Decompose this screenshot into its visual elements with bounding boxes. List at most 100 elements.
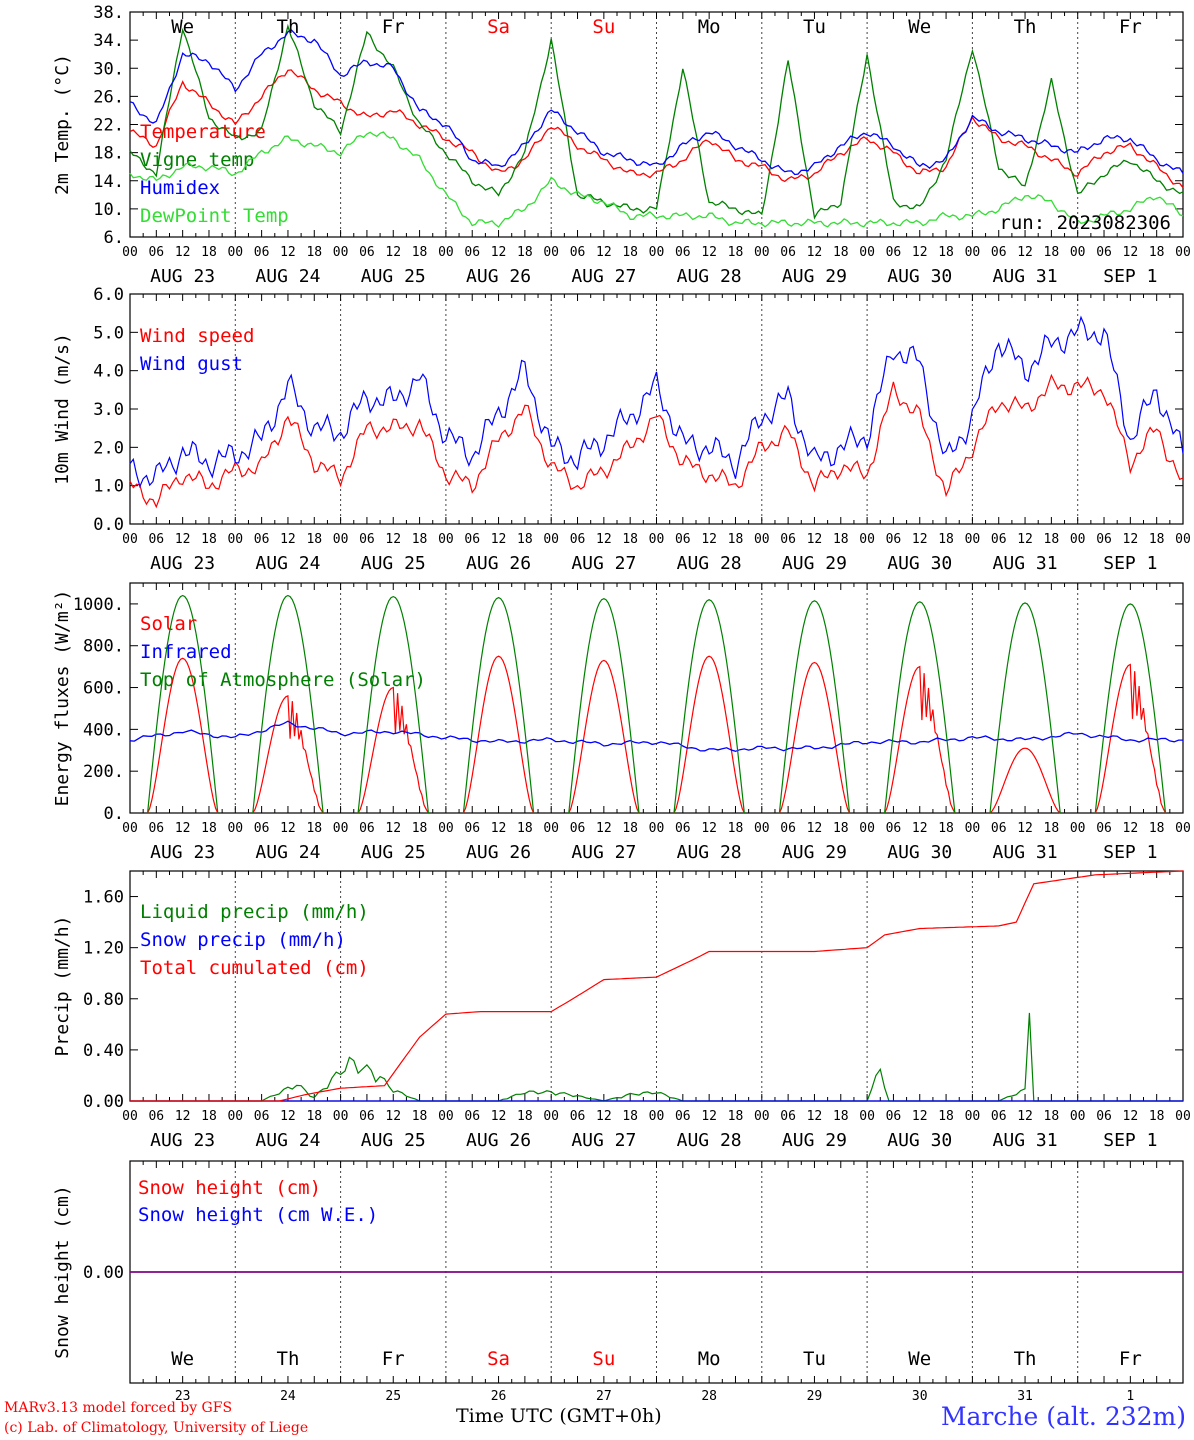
- hour-tick-label: 06: [780, 245, 796, 260]
- hour-tick-label: 12: [807, 821, 823, 836]
- date-label: AUG 25: [361, 842, 426, 863]
- hour-tick-label: 06: [464, 821, 480, 836]
- hour-tick-label: 00: [965, 1109, 981, 1124]
- hour-tick-label: 12: [1123, 821, 1139, 836]
- date-number: 26: [491, 1389, 507, 1404]
- toa-solar-curve: [884, 601, 956, 814]
- hour-tick-label: 06: [1096, 245, 1112, 260]
- day-name-top: Tu: [803, 16, 826, 38]
- date-label: AUG 29: [782, 842, 847, 863]
- hour-tick-label: 18: [728, 1109, 744, 1124]
- hour-tick-label: 00: [754, 532, 770, 547]
- hour-tick-label: 00: [122, 532, 138, 547]
- hour-tick-label: 06: [464, 1109, 480, 1124]
- hour-tick-label: 12: [491, 245, 507, 260]
- y-tick-label: 34.: [93, 31, 124, 51]
- credit-line-1: MARv3.13 model forced by GFS: [4, 1400, 233, 1416]
- hour-tick-label: 18: [938, 532, 954, 547]
- hour-tick-label: 18: [306, 821, 322, 836]
- hour-tick-label: 06: [570, 532, 586, 547]
- hour-tick-label: 06: [886, 1109, 902, 1124]
- solar-curve: [462, 655, 535, 814]
- hour-tick-label: 00: [1070, 532, 1086, 547]
- hour-tick-label: 18: [306, 1109, 322, 1124]
- y-tick-label: 26.: [93, 87, 124, 107]
- hour-tick-label: 06: [464, 245, 480, 260]
- toa-solar-curve: [778, 600, 851, 814]
- legend-temperature: Temperature: [140, 121, 266, 143]
- day-name-bottom: Su: [592, 1348, 615, 1370]
- hour-tick-label: 06: [1096, 1109, 1112, 1124]
- y-tick-label: 0.00: [83, 1092, 124, 1112]
- hour-tick-label: 18: [1044, 245, 1060, 260]
- y-tick-label: 22.: [93, 116, 124, 136]
- hour-tick-label: 00: [333, 532, 349, 547]
- hour-tick-label: 00: [543, 245, 559, 260]
- hour-tick-label: 06: [148, 532, 164, 547]
- hour-tick-label: 00: [1175, 245, 1191, 260]
- y-tick-label: 0.: [104, 804, 124, 824]
- hour-tick-label: 00: [438, 245, 454, 260]
- date-label: AUG 31: [993, 266, 1058, 287]
- solar-curve: [673, 655, 745, 814]
- toa-solar-curve: [568, 598, 640, 814]
- hour-tick-label: 12: [701, 532, 717, 547]
- toa-solar-curve: [357, 595, 429, 814]
- hour-tick-label: 06: [1096, 821, 1112, 836]
- hour-tick-label: 18: [1149, 245, 1165, 260]
- hour-tick-label: 12: [1017, 1109, 1033, 1124]
- hour-tick-label: 12: [175, 1109, 191, 1124]
- series-wind-gust: [129, 315, 1184, 489]
- series-wind-speed: [129, 373, 1184, 509]
- date-label: AUG 29: [782, 266, 847, 287]
- toa-solar-curve: [1094, 603, 1167, 814]
- hour-tick-label: 12: [175, 245, 191, 260]
- legend-infrared: Infrared: [140, 641, 232, 663]
- hour-tick-label: 00: [1070, 1109, 1086, 1124]
- y-tick-label: 6.: [104, 228, 124, 248]
- hour-tick-label: 00: [859, 532, 875, 547]
- y-tick-label: 14.: [93, 172, 124, 192]
- hour-tick-label: 12: [491, 1109, 507, 1124]
- hour-tick-label: 06: [359, 1109, 375, 1124]
- legend-snow-precip-mm-h-: Snow precip (mm/h): [140, 929, 346, 951]
- date-label: AUG 30: [887, 1130, 952, 1151]
- y-tick-label: 1.60: [83, 888, 124, 908]
- date-label: AUG 30: [887, 266, 952, 287]
- date-label: AUG 28: [677, 842, 742, 863]
- date-number: 23: [175, 1389, 191, 1404]
- hour-tick-label: 12: [807, 532, 823, 547]
- date-label: AUG 26: [466, 842, 531, 863]
- legend-solar: Solar: [140, 613, 197, 635]
- hour-tick-label: 00: [965, 821, 981, 836]
- hour-tick-label: 00: [1175, 821, 1191, 836]
- hour-tick-label: 18: [1149, 821, 1165, 836]
- hour-tick-label: 06: [1096, 532, 1112, 547]
- date-label: AUG 25: [361, 553, 426, 574]
- hour-tick-label: 06: [780, 1109, 796, 1124]
- hour-tick-label: 12: [385, 821, 401, 836]
- hour-tick-label: 06: [570, 821, 586, 836]
- date-number: 31: [1017, 1389, 1033, 1404]
- date-label: AUG 28: [677, 1130, 742, 1151]
- hour-tick-label: 18: [517, 1109, 533, 1124]
- date-label: AUG 23: [150, 553, 215, 574]
- hour-tick-label: 18: [201, 245, 217, 260]
- hour-tick-label: 00: [754, 245, 770, 260]
- hour-tick-label: 18: [728, 245, 744, 260]
- day-name-bottom: Mo: [698, 1348, 721, 1370]
- hour-tick-label: 00: [1175, 1109, 1191, 1124]
- toa-solar-curve: [252, 594, 324, 814]
- date-label: AUG 28: [677, 266, 742, 287]
- day-name-bottom: We: [908, 1348, 931, 1370]
- y-axis-title: 2m Temp. (°C): [52, 54, 73, 195]
- date-label: AUG 26: [466, 266, 531, 287]
- solar-curve: [884, 665, 956, 814]
- day-name-top: Fr: [382, 16, 405, 38]
- hour-tick-label: 18: [938, 1109, 954, 1124]
- y-tick-label: 18.: [93, 144, 124, 164]
- toa-solar-curve: [147, 594, 219, 814]
- hour-tick-label: 06: [148, 821, 164, 836]
- hour-tick-label: 00: [227, 245, 243, 260]
- hour-tick-label: 18: [306, 245, 322, 260]
